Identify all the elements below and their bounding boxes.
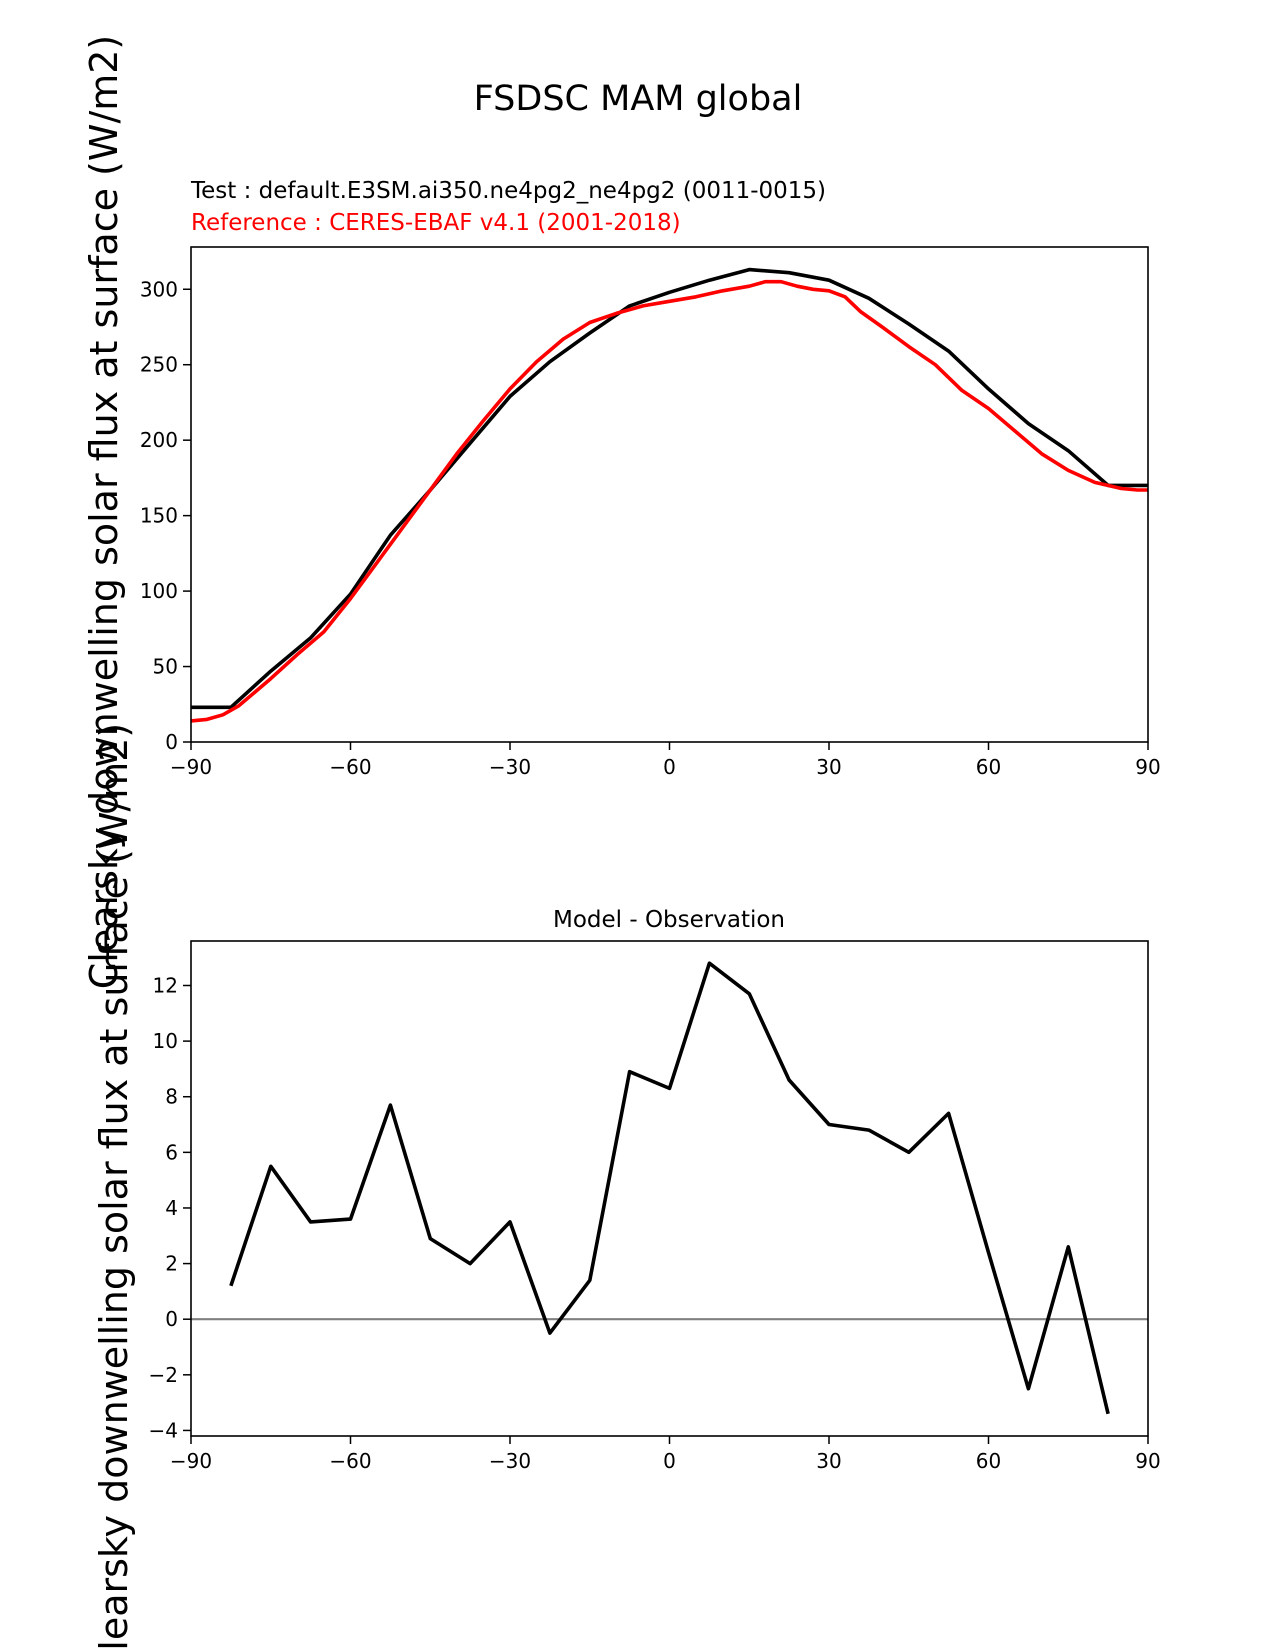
reference-label: Reference : CERES-EBAF v4.1 (2001-2018) xyxy=(191,210,681,236)
bottom-x-tick-label: −30 xyxy=(489,1449,531,1473)
figure-title: FSDSC MAM global xyxy=(474,79,803,119)
top-y-tick-label: 250 xyxy=(140,353,178,377)
top-x-tick-label: 30 xyxy=(816,755,841,779)
bottom-y-axis-label: Clearsky downwelling solar flux at surfa… xyxy=(92,723,136,1650)
bottom-plot-frame xyxy=(190,940,1149,1437)
top-x-tick-label: 60 xyxy=(976,755,1001,779)
bottom-y-tick-label: 2 xyxy=(165,1252,178,1276)
bottom-x-axis-ticks: −90 −60 −30 0 30 60 90 xyxy=(170,1436,1161,1473)
bottom-x-tick-label: 90 xyxy=(1135,1449,1160,1473)
top-y-tick-label: 0 xyxy=(165,730,178,754)
difference-title: Model - Observation xyxy=(553,907,785,933)
bottom-y-axis-ticks: −4 −2 0 2 4 6 8 10 12 xyxy=(149,973,191,1442)
bottom-x-tick-label: 60 xyxy=(976,1449,1001,1473)
top-y-tick-label: 100 xyxy=(140,579,178,603)
bottom-y-tick-label: 12 xyxy=(153,973,178,997)
bottom-y-tick-label: 8 xyxy=(165,1085,178,1109)
bottom-y-tick-label: 10 xyxy=(153,1029,178,1053)
top-y-axis-ticks: 0 50 100 150 200 250 300 xyxy=(140,277,191,754)
bottom-y-tick-label: 6 xyxy=(165,1140,178,1164)
top-x-tick-label: −30 xyxy=(489,755,531,779)
top-x-tick-label: −90 xyxy=(170,755,212,779)
top-series-group xyxy=(190,267,1148,723)
top-x-axis-ticks: −90 −60 −30 0 30 60 90 xyxy=(170,742,1161,779)
bottom-y-tick-label: 4 xyxy=(165,1196,178,1220)
bottom-series-difference-line xyxy=(229,961,1110,1415)
top-y-tick-label: 200 xyxy=(140,428,178,452)
bottom-x-tick-label: 0 xyxy=(663,1449,676,1473)
top-series-reference-line xyxy=(190,279,1148,723)
top-y-axis-label: Clearsky downwelling solar flux at surfa… xyxy=(82,35,126,990)
bottom-x-tick-label: 30 xyxy=(816,1449,841,1473)
top-y-tick-label: 150 xyxy=(140,504,178,528)
top-x-tick-label: 90 xyxy=(1135,755,1160,779)
bottom-y-tick-label: 0 xyxy=(165,1307,178,1331)
bottom-x-tick-label: −90 xyxy=(170,1449,212,1473)
bottom-panel: Model - Observation −4 −2 0 2 4 6 8 10 12 −90 −60… xyxy=(92,723,1161,1650)
top-y-tick-label: 50 xyxy=(153,655,178,679)
top-panel: Test : default.E3SM.ai350.ne4pg2_ne4pg2 … xyxy=(82,35,1161,990)
bottom-y-tick-label: −4 xyxy=(149,1418,178,1442)
bottom-x-tick-label: −60 xyxy=(329,1449,371,1473)
top-x-tick-label: 0 xyxy=(663,755,676,779)
test-label: Test : default.E3SM.ai350.ne4pg2_ne4pg2 … xyxy=(190,178,826,204)
top-y-tick-label: 300 xyxy=(140,277,178,301)
bottom-series-group xyxy=(229,961,1110,1415)
top-plot-frame xyxy=(190,246,1149,743)
top-series-test-line xyxy=(191,267,1148,710)
bottom-y-tick-label: −2 xyxy=(149,1363,178,1387)
top-x-tick-label: −60 xyxy=(329,755,371,779)
